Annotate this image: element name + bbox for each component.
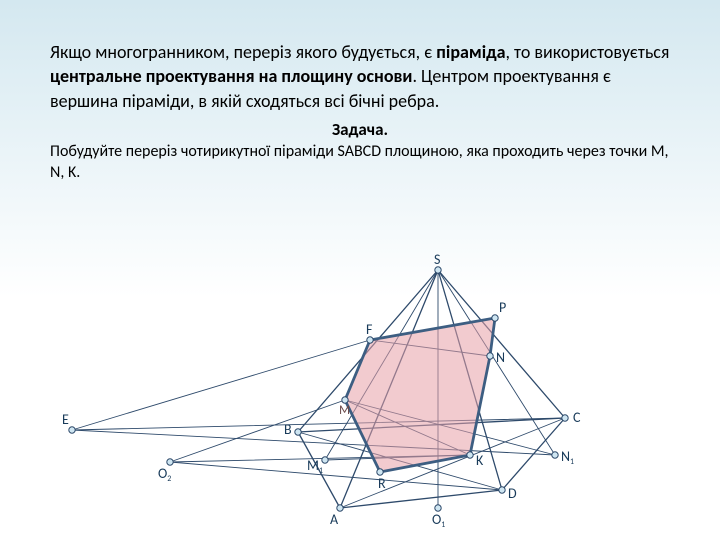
t4: центральне проектування на площину основ…: [50, 65, 412, 87]
svg-text:O2: O2: [158, 465, 171, 484]
t2: піраміда: [436, 41, 505, 63]
task-body: Побудуйте переріз чотирикутної піраміди …: [50, 142, 670, 184]
svg-text:C: C: [573, 409, 581, 426]
task-title: Задача.: [50, 119, 670, 140]
svg-text:A: A: [330, 511, 339, 528]
svg-text:S: S: [434, 251, 440, 268]
svg-text:R: R: [378, 475, 386, 492]
svg-text:M1: M1: [307, 457, 323, 476]
t1: Якщо многогранником, переріз якого будує…: [50, 41, 436, 63]
t3: , то використовується: [506, 41, 670, 63]
intro-paragraph: Якщо многогранником, переріз якого будує…: [50, 40, 670, 113]
svg-text:E: E: [62, 411, 69, 428]
slide: Якщо многогранником, переріз якого будує…: [0, 0, 720, 540]
svg-text:F: F: [366, 321, 373, 338]
svg-text:N1: N1: [561, 448, 574, 467]
figure-svg: S A B C D N K F P R E M M1 N1 O1 O2: [0, 250, 720, 540]
svg-text:O1: O1: [432, 511, 445, 530]
svg-text:B: B: [284, 421, 292, 438]
svg-text:P: P: [499, 299, 506, 316]
svg-text:K: K: [476, 452, 484, 469]
svg-text:N: N: [496, 349, 505, 366]
svg-text:D: D: [508, 485, 517, 502]
svg-text:M: M: [339, 403, 350, 418]
